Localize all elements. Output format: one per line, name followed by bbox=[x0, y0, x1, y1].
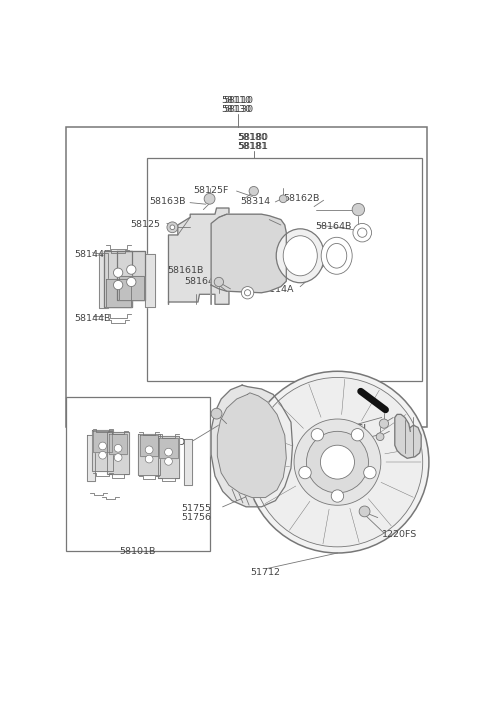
Text: 58130: 58130 bbox=[223, 105, 253, 114]
Text: 1220FS: 1220FS bbox=[382, 530, 417, 539]
Circle shape bbox=[321, 445, 355, 479]
Polygon shape bbox=[211, 214, 286, 304]
Circle shape bbox=[204, 194, 215, 204]
Circle shape bbox=[170, 225, 175, 230]
Text: 58180: 58180 bbox=[239, 133, 269, 141]
Circle shape bbox=[376, 433, 384, 440]
Polygon shape bbox=[99, 252, 108, 308]
Circle shape bbox=[294, 419, 381, 506]
Polygon shape bbox=[395, 414, 421, 458]
Text: 58181: 58181 bbox=[237, 142, 267, 151]
Polygon shape bbox=[93, 431, 112, 452]
Text: 58125F: 58125F bbox=[193, 187, 229, 195]
Text: 58110: 58110 bbox=[223, 95, 253, 105]
Polygon shape bbox=[87, 436, 95, 481]
Polygon shape bbox=[211, 385, 292, 507]
Bar bbox=[147, 158, 422, 381]
Circle shape bbox=[241, 286, 254, 299]
Circle shape bbox=[364, 467, 376, 479]
Text: 58144B: 58144B bbox=[74, 315, 110, 323]
Text: 58110: 58110 bbox=[222, 95, 252, 105]
Polygon shape bbox=[107, 432, 129, 474]
Text: 58162B: 58162B bbox=[283, 194, 320, 203]
Circle shape bbox=[165, 448, 172, 456]
Text: 58130: 58130 bbox=[222, 105, 252, 114]
Text: 58125: 58125 bbox=[131, 220, 161, 228]
Circle shape bbox=[99, 451, 107, 459]
Text: 51712: 51712 bbox=[251, 568, 280, 578]
Bar bbox=[66, 127, 427, 428]
Circle shape bbox=[113, 281, 123, 290]
Text: 58181: 58181 bbox=[239, 142, 269, 151]
Circle shape bbox=[306, 431, 369, 493]
Polygon shape bbox=[106, 279, 131, 307]
Text: 58114A: 58114A bbox=[258, 285, 294, 294]
Polygon shape bbox=[168, 208, 229, 304]
Polygon shape bbox=[117, 251, 145, 300]
Polygon shape bbox=[119, 276, 144, 300]
Circle shape bbox=[358, 228, 367, 238]
Text: 58101B: 58101B bbox=[120, 547, 156, 556]
Circle shape bbox=[127, 265, 136, 274]
Polygon shape bbox=[145, 255, 155, 307]
Text: 58151B: 58151B bbox=[330, 440, 366, 450]
Circle shape bbox=[246, 371, 429, 553]
Circle shape bbox=[379, 419, 389, 428]
Text: 58314: 58314 bbox=[240, 197, 271, 206]
Circle shape bbox=[114, 454, 122, 462]
Circle shape bbox=[99, 442, 107, 450]
Circle shape bbox=[214, 277, 224, 286]
Circle shape bbox=[211, 408, 222, 419]
Circle shape bbox=[249, 187, 258, 196]
Circle shape bbox=[252, 378, 423, 547]
Text: 1360GJ: 1360GJ bbox=[333, 423, 367, 433]
Circle shape bbox=[165, 457, 172, 465]
Text: 51755: 51755 bbox=[181, 503, 211, 513]
Polygon shape bbox=[159, 438, 178, 458]
Circle shape bbox=[359, 506, 370, 517]
Circle shape bbox=[114, 445, 122, 452]
Ellipse shape bbox=[321, 238, 352, 274]
Ellipse shape bbox=[326, 243, 347, 268]
Polygon shape bbox=[217, 393, 286, 498]
Polygon shape bbox=[109, 433, 127, 455]
Circle shape bbox=[127, 277, 136, 286]
Polygon shape bbox=[157, 436, 180, 477]
Circle shape bbox=[351, 428, 364, 441]
Circle shape bbox=[299, 467, 311, 479]
Circle shape bbox=[244, 290, 251, 296]
Polygon shape bbox=[138, 433, 160, 475]
Circle shape bbox=[145, 446, 153, 454]
Text: 58113: 58113 bbox=[235, 274, 265, 283]
Text: 58164B: 58164B bbox=[184, 276, 220, 286]
Text: 51756: 51756 bbox=[181, 513, 211, 522]
Text: 58163B: 58163B bbox=[149, 197, 186, 206]
Text: 58179: 58179 bbox=[231, 227, 262, 236]
Polygon shape bbox=[92, 430, 113, 472]
Text: 58144B: 58144B bbox=[74, 250, 110, 259]
Text: 58164B: 58164B bbox=[316, 222, 352, 231]
Polygon shape bbox=[184, 439, 192, 485]
Ellipse shape bbox=[276, 229, 324, 283]
Polygon shape bbox=[140, 436, 158, 456]
Text: 58180: 58180 bbox=[237, 133, 267, 141]
Text: 58112: 58112 bbox=[215, 260, 244, 269]
Circle shape bbox=[331, 490, 344, 502]
Text: 58161B: 58161B bbox=[168, 266, 204, 275]
Circle shape bbox=[113, 268, 123, 277]
Circle shape bbox=[352, 204, 365, 216]
Circle shape bbox=[167, 222, 178, 233]
Circle shape bbox=[353, 223, 372, 242]
Polygon shape bbox=[104, 251, 132, 307]
Text: 1129ED: 1129ED bbox=[148, 438, 186, 447]
Ellipse shape bbox=[283, 235, 317, 276]
Circle shape bbox=[145, 455, 153, 463]
Circle shape bbox=[311, 428, 324, 441]
Bar bbox=[66, 397, 210, 551]
Circle shape bbox=[279, 195, 287, 203]
